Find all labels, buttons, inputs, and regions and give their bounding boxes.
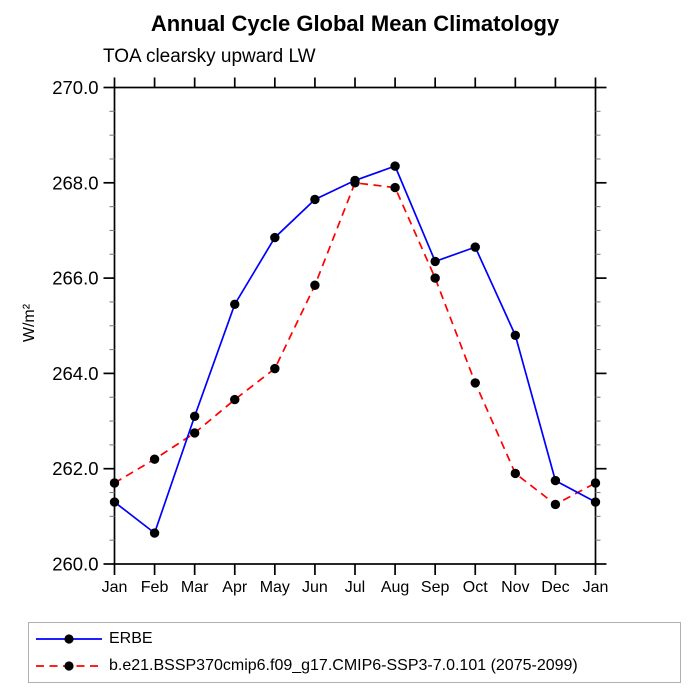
model-data-point [230, 394, 240, 405]
legend-item-model: b.e21.BSSP370cmip6.f09_g17.CMIP6-SSP3-7.… [33, 656, 680, 676]
model-data-point [109, 478, 120, 488]
erbe-data-point [149, 528, 160, 538]
model-data-point [390, 182, 400, 193]
model-data-point [430, 273, 440, 283]
y-tick-label: 264.0 [52, 363, 98, 384]
erbe-data-point [189, 411, 200, 421]
x-tick-label: Apr [222, 579, 248, 596]
x-tick-label: Jan [102, 579, 128, 596]
erbe-data-point [350, 175, 360, 186]
model-data-point [270, 363, 280, 374]
model-data-point [149, 454, 160, 464]
x-tick-label: Sep [421, 579, 450, 596]
legend-label-erbe: ERBE [109, 630, 153, 648]
model-data-point [590, 478, 601, 488]
erbe-series-line [113, 165, 596, 535]
x-tick-label: Oct [463, 579, 488, 596]
x-tick-label: Jan [583, 579, 609, 596]
x-tick-label: Mar [181, 579, 209, 596]
legend-label-model: b.e21.BSSP370cmip6.f09_g17.CMIP6-SSP3-7.… [109, 656, 578, 674]
erbe-line-sample-icon [36, 634, 102, 644]
plot-box [113, 86, 597, 565]
x-tick-label: Aug [381, 579, 409, 596]
model-line-sample-icon [36, 661, 102, 671]
erbe-data-point [590, 497, 601, 507]
erbe-data-point [230, 299, 240, 310]
legend-item-erbe: ERBE [33, 629, 680, 649]
model-data-point [510, 468, 521, 479]
y-tick-label: 260.0 [52, 554, 98, 575]
erbe-data-point [310, 194, 320, 205]
erbe-sample-marker [64, 634, 74, 644]
erbe-data-point [510, 330, 521, 340]
erbe-data-point [430, 256, 440, 267]
x-tick-label: May [260, 579, 290, 596]
chart-title: Annual Cycle Global Mean Climatology [150, 11, 560, 36]
y-tick-label: 262.0 [52, 458, 98, 479]
model-data-point [310, 280, 320, 290]
model-data-point [550, 499, 561, 510]
y-tick-label: 270.0 [52, 77, 98, 98]
x-tick-label: Dec [541, 579, 569, 596]
x-tick-label: Jun [302, 579, 328, 596]
erbe-data-point [550, 475, 561, 486]
x-tick-label: Jul [345, 579, 365, 596]
model-series-line [114, 181, 596, 506]
erbe-data-point [109, 497, 120, 507]
y-tick-label: 268.0 [52, 172, 98, 193]
y-tick-label: 266.0 [52, 268, 98, 289]
chart-subtitle: TOA clearsky upward LW [103, 46, 316, 67]
model-data-point [470, 378, 480, 388]
x-tick-label: Feb [141, 579, 169, 596]
erbe-data-point [470, 242, 480, 252]
erbe-data-point [390, 161, 400, 171]
erbe-data-point [270, 232, 280, 243]
model-data-point [189, 428, 200, 438]
model-sample-marker [64, 661, 74, 671]
legend-box: ERBE b.e21.BSSP370cmip6.f09_g17.CMIP6-SS… [28, 622, 681, 683]
x-tick-label: Nov [501, 579, 529, 596]
